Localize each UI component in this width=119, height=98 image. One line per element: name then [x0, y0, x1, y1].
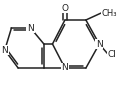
Text: N: N — [27, 24, 34, 33]
Text: N: N — [62, 64, 68, 73]
Text: N: N — [96, 39, 103, 49]
Text: N: N — [1, 45, 8, 54]
Text: O: O — [61, 4, 68, 13]
Text: Cl: Cl — [108, 49, 117, 59]
Text: CH₃: CH₃ — [101, 9, 117, 18]
